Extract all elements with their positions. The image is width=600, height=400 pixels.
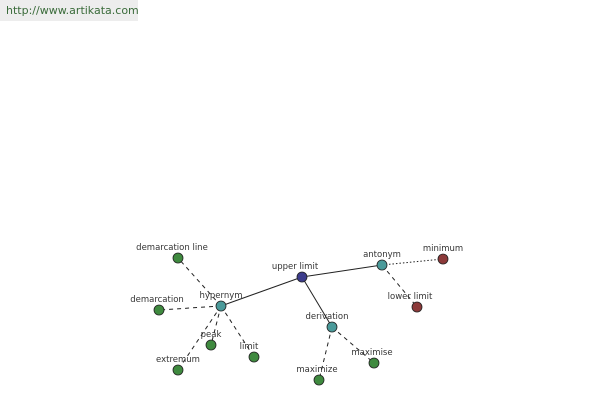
edge <box>220 276 303 307</box>
node-label[interactable]: maximize <box>296 365 337 375</box>
node-label[interactable]: limit <box>240 342 259 352</box>
site-url[interactable]: http://www.artikata.com <box>0 0 139 21</box>
node[interactable] <box>153 304 165 316</box>
edge <box>177 305 222 371</box>
node[interactable] <box>172 252 184 264</box>
node[interactable] <box>326 321 338 333</box>
node-label[interactable]: hypernym <box>199 291 242 301</box>
node-label[interactable]: antonym <box>363 250 401 260</box>
node[interactable] <box>215 300 227 312</box>
node-label[interactable]: maximise <box>351 348 392 358</box>
edge <box>220 305 255 358</box>
edge <box>158 305 222 311</box>
edge <box>381 264 418 308</box>
node-label[interactable]: derivation <box>305 312 348 322</box>
node[interactable] <box>205 339 217 351</box>
node[interactable] <box>296 271 308 283</box>
node[interactable] <box>368 357 380 369</box>
edges <box>158 257 444 381</box>
node[interactable] <box>437 253 449 265</box>
edge <box>177 257 222 307</box>
edge <box>210 305 222 346</box>
node[interactable] <box>313 374 325 386</box>
node-label[interactable]: minimum <box>423 244 463 254</box>
node-label[interactable]: lower limit <box>388 292 433 302</box>
labels: upper limit hypernym antonym derivation … <box>130 243 463 375</box>
nodes <box>153 252 449 386</box>
node-label[interactable]: peak <box>201 330 222 340</box>
node[interactable] <box>376 259 388 271</box>
node[interactable] <box>248 351 260 363</box>
node[interactable] <box>172 364 184 376</box>
edge <box>331 326 375 364</box>
node-label[interactable]: demarcation <box>130 295 184 305</box>
edge <box>301 276 333 328</box>
edge <box>301 264 383 278</box>
node-label[interactable]: demarcation line <box>136 243 208 253</box>
node[interactable] <box>411 301 423 313</box>
node-label[interactable]: extremum <box>156 355 200 365</box>
edge <box>318 326 333 381</box>
node-label[interactable]: upper limit <box>272 262 319 272</box>
